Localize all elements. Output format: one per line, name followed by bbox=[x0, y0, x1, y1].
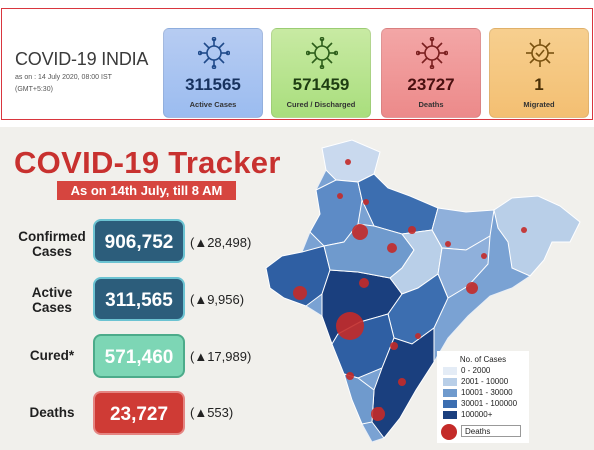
deaths-row-value: 23,727 bbox=[93, 391, 185, 435]
date-banner: As on 14th July, till 8 AM bbox=[57, 181, 236, 200]
active-value: 311,565 bbox=[93, 277, 185, 321]
active-cases-value: 311565 bbox=[185, 75, 241, 94]
death-bubble bbox=[363, 199, 369, 205]
timezone-text: (GMT+5:30) bbox=[15, 86, 53, 93]
cured-row-delta: (▲17,989) bbox=[190, 349, 252, 364]
legend-title: No. of Cases bbox=[459, 355, 507, 364]
deaths-label: Deaths bbox=[418, 100, 444, 109]
virus-shield-icon bbox=[526, 39, 554, 67]
cured-row-value: 571,460 bbox=[93, 334, 185, 378]
cured-value: 571459 bbox=[292, 75, 350, 94]
virus-icon bbox=[306, 37, 338, 69]
death-bubble bbox=[390, 342, 398, 350]
deaths-row-label: Deaths bbox=[29, 405, 75, 420]
as-on-text: as on : 14 July 2020, 08:00 IST bbox=[15, 74, 112, 81]
death-bubble bbox=[521, 227, 527, 233]
deaths-row-delta: (▲553) bbox=[190, 405, 234, 420]
virus-icon bbox=[198, 37, 230, 69]
active-cases-label: Active Cases bbox=[189, 100, 237, 109]
death-bubble bbox=[415, 333, 421, 339]
death-bubble bbox=[345, 159, 351, 165]
death-bubble bbox=[293, 286, 307, 300]
virus-icon bbox=[416, 37, 448, 69]
india-choropleth-map bbox=[265, 139, 581, 443]
death-bubble bbox=[371, 407, 385, 421]
death-bubble bbox=[445, 241, 451, 247]
cured-row-label: Cured* bbox=[29, 348, 75, 363]
confirmed-delta: (▲28,498) bbox=[190, 235, 252, 250]
death-bubbles bbox=[293, 159, 527, 421]
deaths-card[interactable]: 23727 Deaths bbox=[381, 28, 481, 118]
death-bubble bbox=[336, 312, 364, 340]
deaths-value: 23727 bbox=[407, 75, 455, 94]
death-bubble bbox=[408, 226, 416, 234]
tracker-title: COVID-19 Tracker bbox=[14, 145, 281, 180]
death-bubble bbox=[337, 193, 343, 199]
deaths-legend-label: Deaths bbox=[461, 425, 521, 437]
cured-card[interactable]: 571459 Cured / Discharged bbox=[271, 28, 371, 118]
death-bubble bbox=[466, 282, 478, 294]
death-bubble bbox=[346, 372, 354, 380]
migrated-card[interactable]: 1 Migrated bbox=[489, 28, 589, 118]
death-bubble bbox=[481, 253, 487, 259]
confirmed-label: Confirmed Cases bbox=[18, 229, 86, 259]
dashboard-timestamp: as on : 14 July 2020, 08:00 IST (GMT+5:3… bbox=[15, 72, 145, 96]
confirmed-value: 906,752 bbox=[93, 219, 185, 263]
active-label: Active Cases bbox=[31, 285, 73, 315]
migrated-value: 1 bbox=[534, 75, 544, 94]
death-bubble bbox=[359, 278, 369, 288]
cured-label: Cured / Discharged bbox=[286, 100, 356, 109]
map-region-kerala bbox=[343, 373, 375, 425]
map-legend: No. of Cases 0 - 2000 2001 - 10000 10001… bbox=[437, 351, 529, 443]
dashboard-strip: COVID-19 INDIA as on : 14 July 2020, 08:… bbox=[1, 8, 593, 120]
death-bubble bbox=[398, 378, 406, 386]
map-region-northeast bbox=[493, 195, 581, 277]
migrated-label: Migrated bbox=[523, 100, 555, 109]
active-delta: (▲9,956) bbox=[190, 292, 245, 307]
death-bubble bbox=[387, 243, 397, 253]
death-bubble bbox=[352, 224, 368, 240]
dashboard-title: COVID-19 INDIA bbox=[15, 49, 149, 69]
active-cases-card[interactable]: 311565 Active Cases bbox=[163, 28, 263, 118]
deaths-legend-dot bbox=[441, 424, 457, 440]
